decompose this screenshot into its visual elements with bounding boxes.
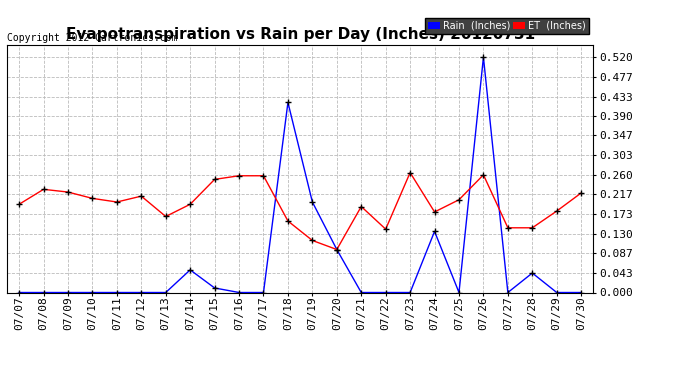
Title: Evapotranspiration vs Rain per Day (Inches) 20120731: Evapotranspiration vs Rain per Day (Inch… <box>66 27 535 42</box>
Legend: Rain  (Inches), ET  (Inches): Rain (Inches), ET (Inches) <box>426 18 589 33</box>
Text: Copyright 2012 Cartronics.com: Copyright 2012 Cartronics.com <box>7 33 177 42</box>
